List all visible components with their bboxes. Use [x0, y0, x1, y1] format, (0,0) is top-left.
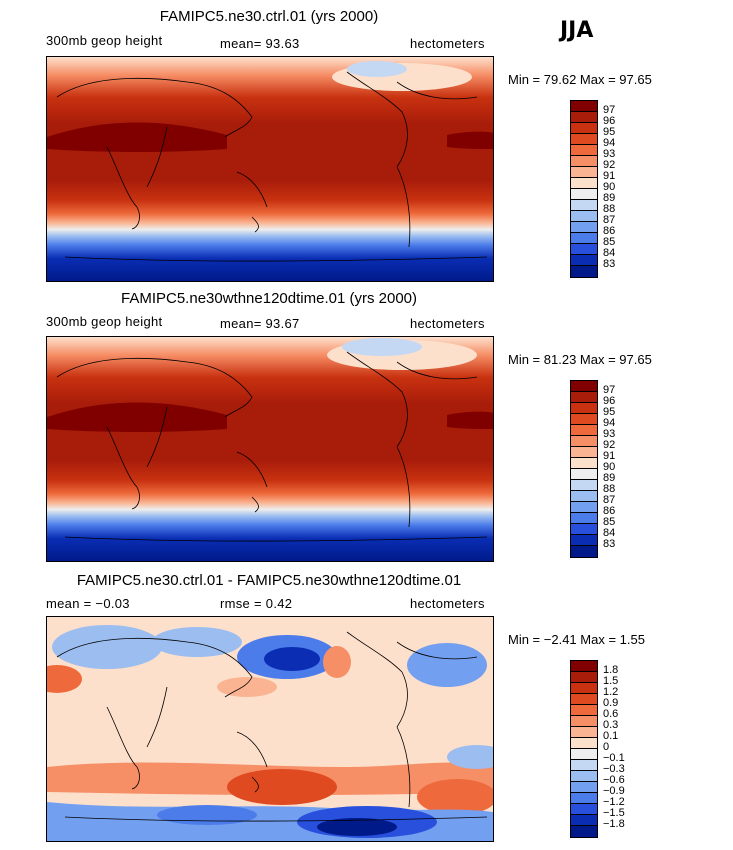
colorbar-label: 0 [603, 741, 610, 753]
panel-1-map [46, 56, 494, 282]
colorbar-label: 87 [603, 494, 616, 506]
panel-3-units: hectometers [410, 596, 485, 611]
colorbar-label: −0.9 [603, 785, 625, 797]
panel-3-anomaly [152, 627, 242, 657]
colorbar-label: 96 [603, 115, 616, 127]
colorbar-label: 84 [603, 247, 616, 259]
panel-2-mean: mean= 93.67 [220, 316, 300, 331]
panel-3-coastlines [56, 631, 488, 822]
panel-2-units: hectometers [410, 316, 485, 331]
panel-1-map-svg [47, 57, 493, 281]
colorbar-label: 88 [603, 483, 616, 495]
colorbar-label: 91 [603, 450, 616, 462]
panel-3-map-svg [47, 617, 493, 841]
panel-3-anomaly [323, 646, 351, 678]
colorbar-label: 86 [603, 505, 616, 517]
colorbar-label: 97 [603, 104, 616, 116]
panel-3-colorbar [570, 660, 598, 838]
panel-2-map [46, 336, 494, 562]
colorbar-label: 95 [603, 126, 616, 138]
colorbar-label: 91 [603, 170, 616, 182]
panel-3-anomaly [157, 805, 257, 825]
colorbar-label: −0.1 [603, 752, 625, 764]
colorbar-label: −0.3 [603, 763, 625, 775]
colorbar-label: 87 [603, 214, 616, 226]
panel-3-anomaly [317, 818, 397, 836]
panel-2-max-band-east [447, 411, 493, 429]
colorbar-label: 88 [603, 203, 616, 215]
panel-3-rmse: rmse = 0.42 [220, 596, 293, 611]
panel-1-max-band-east [447, 131, 493, 149]
colorbar-label: 1.2 [603, 686, 619, 698]
colorbar-label: 0.9 [603, 697, 619, 709]
panel-3-map [46, 616, 494, 842]
panel-1-colorbar [570, 100, 598, 278]
panel-2-title: FAMIPC5.ne30wthne120dtime.01 (yrs 2000) [121, 290, 417, 307]
colorbar-label: 0.3 [603, 719, 619, 731]
colorbar-label: 83 [603, 258, 616, 270]
panel-3-anomaly [417, 779, 493, 815]
panel-3-minmax: Min = −2.41 Max = 1.55 [508, 632, 645, 647]
colorbar-label: 0.1 [603, 730, 619, 742]
colorbar-label: 89 [603, 192, 616, 204]
colorbar-label: 0.6 [603, 708, 619, 720]
panel-2-colorbar [570, 380, 598, 558]
colorbar-label: 95 [603, 406, 616, 418]
panel-2-map-svg [47, 337, 493, 561]
panel-1-mean: mean= 93.63 [220, 36, 300, 51]
panel-1-coastlines [56, 71, 488, 262]
colorbar-label: 89 [603, 472, 616, 484]
panel-1-minmax: Min = 79.62 Max = 97.65 [508, 72, 652, 87]
panel-1-arctic-core [347, 61, 407, 77]
panel-2-field [47, 337, 493, 561]
panel-2-arctic-core [342, 338, 422, 356]
panel-3-anomaly [447, 745, 493, 769]
panel-1-max-band [47, 122, 227, 152]
colorbar-label: 1.8 [603, 664, 619, 676]
panel-3-anomaly [47, 665, 82, 693]
colorbar-label: 83 [603, 538, 616, 550]
colorbar-label: 86 [603, 225, 616, 237]
panel-1-title: FAMIPC5.ne30.ctrl.01 (yrs 2000) [159, 8, 379, 25]
colorbar-label: −1.5 [603, 807, 625, 819]
panel-3-anomaly [52, 625, 162, 669]
colorbar-label: 92 [603, 439, 616, 451]
panel-3-anomaly [227, 769, 337, 805]
colorbar-label: 94 [603, 137, 616, 149]
colorbar-label: 92 [603, 159, 616, 171]
colorbar-label: 84 [603, 527, 616, 539]
panel-2-variable: 300mb geop height [46, 314, 163, 329]
panel-1-variable: 300mb geop height [46, 33, 163, 48]
colorbar-label: 96 [603, 395, 616, 407]
colorbar-label: 93 [603, 148, 616, 160]
season-label: JJA [560, 18, 594, 43]
panel-2-coastlines [56, 351, 488, 542]
panel-3-anomaly [264, 647, 320, 671]
colorbar-label: −0.6 [603, 774, 625, 786]
colorbar-label: 1.5 [603, 675, 619, 687]
panel-1-field [47, 57, 493, 281]
panel-1-units: hectometers [410, 36, 485, 51]
colorbar-label: −1.2 [603, 796, 625, 808]
panel-3-mean: mean = −0.03 [46, 596, 130, 611]
colorbar-label: 90 [603, 461, 616, 473]
colorbar-label: 90 [603, 181, 616, 193]
colorbar-label: 85 [603, 236, 616, 248]
colorbar-label: 94 [603, 417, 616, 429]
colorbar-label: 85 [603, 516, 616, 528]
panel-3-anomaly [217, 677, 277, 697]
colorbar-label: −1.8 [603, 818, 625, 830]
colorbar-label: 97 [603, 384, 616, 396]
panel-3-anomaly [407, 643, 487, 687]
panel-2-max-band [47, 402, 227, 432]
colorbar-label: 93 [603, 428, 616, 440]
panel-3-title: FAMIPC5.ne30.ctrl.01 - FAMIPC5.ne30wthne… [76, 572, 462, 589]
panel-2-minmax: Min = 81.23 Max = 97.65 [508, 352, 652, 367]
